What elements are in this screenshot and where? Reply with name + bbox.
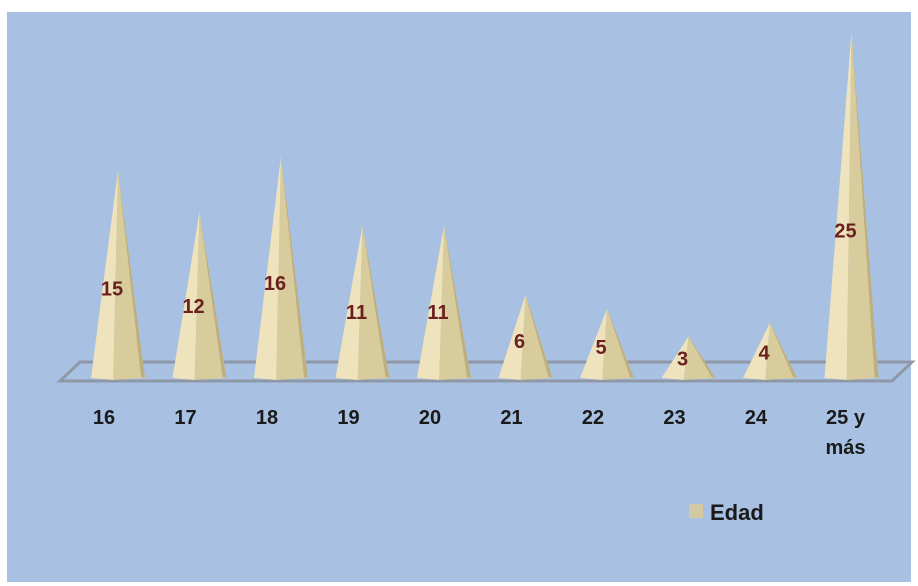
legend: Edad [689,500,764,525]
value-label: 12 [182,296,204,318]
pyramid-face-left [824,31,852,380]
value-label: 3 [677,349,688,371]
legend-label: Edad [710,500,764,525]
pyramid-bar [498,294,553,380]
pyramid-face-shade [851,31,879,378]
pyramid-face-shade [607,308,634,378]
pyramid-face-shade [118,170,145,378]
bars-group [91,31,879,380]
value-label: 4 [758,343,770,365]
value-label: 15 [101,279,123,301]
value-label: 5 [595,337,606,359]
value-label: 16 [264,273,286,295]
pyramid-face-shade [525,294,553,378]
chart-background [7,12,911,582]
pyramid-face-shade [444,225,471,378]
pyramid-bar [172,211,227,380]
pyramid-face-left [661,336,689,380]
x-tick-label: 23 [663,407,685,429]
x-tick-label: 24 [745,407,768,429]
value-label: 6 [514,331,525,353]
x-tick-label: 19 [337,407,359,429]
pyramid-face-shade [688,336,716,378]
pyramid-bar [91,170,145,380]
pyramid-face-left [498,294,526,380]
x-tick-label: 21 [500,407,522,429]
pyramid-face-left [417,225,444,380]
value-label: 11 [346,302,367,324]
x-tick-label: 20 [419,407,441,429]
pyramid-bar [254,156,308,380]
value-label: 11 [427,302,448,324]
pyramid-bar [580,308,634,380]
pyramid-face-left [743,322,770,380]
value-labels-group: 15 12 16 11 11 6 5 3 4 25 [101,221,857,371]
legend-swatch [689,504,703,518]
pyramid-face-shade [362,225,390,378]
pyramid-bar [743,322,797,380]
pyramid-face-left [254,156,281,380]
x-tick-label: 22 [582,407,604,429]
pyramid-face-shade [199,211,227,378]
pyramid-bar [824,31,879,380]
x-tick-label: 16 [93,407,115,429]
pyramid-face-left [172,211,200,380]
pyramid-face-left [91,170,118,380]
value-label: 25 [834,221,856,243]
pyramid-bar [335,225,390,380]
pyramid-face-left [335,225,363,380]
pyramid-face-shade [281,156,308,378]
x-tick-label: 18 [256,407,278,429]
pyramid-face-left [580,308,607,380]
pyramid-face-shade [770,322,797,378]
x-tick-label: 17 [174,407,196,429]
pyramid-bar [417,225,471,380]
pyramid-bar [661,336,716,380]
x-tick-label: 25 y más [825,407,865,459]
x-tick-labels-group: 16 17 18 19 20 21 22 23 24 25 y más [93,407,866,459]
